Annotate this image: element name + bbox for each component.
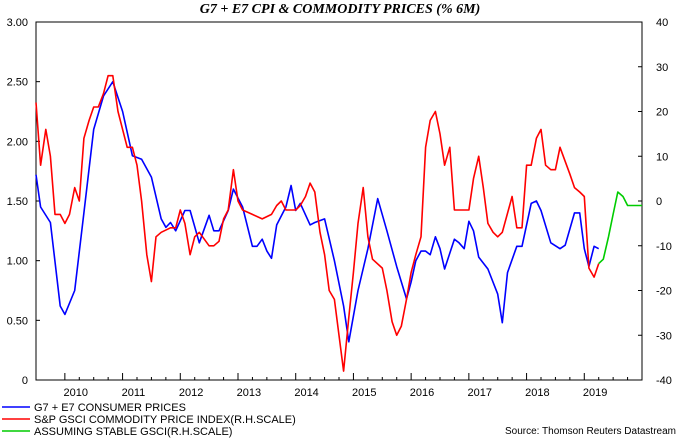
left-tick-label: 0.50	[7, 315, 28, 327]
x-tick-label: 2014	[294, 387, 318, 399]
left-tick-label: 2.50	[7, 77, 28, 89]
left-tick-label: 1.50	[7, 196, 28, 208]
left-tick-label: 1.00	[7, 256, 28, 268]
right-tick-label: -20	[656, 286, 672, 298]
legend-label: S&P GSCI COMMODITY PRICE INDEX(R.H.SCALE…	[34, 414, 296, 426]
left-tick-label: 2.00	[7, 136, 28, 148]
tick-labels: 3.002.502.001.501.000.500403020100-10-20…	[7, 17, 672, 399]
right-tick-label: -10	[656, 241, 672, 253]
right-tick-label: 0	[656, 196, 662, 208]
x-tick-label: 2013	[237, 387, 261, 399]
series-lines	[35, 74, 642, 372]
series-line-g7-e7-consumer-prices	[35, 80, 600, 343]
x-tick-label: 2018	[525, 387, 549, 399]
axes	[35, 21, 643, 381]
source-label: Source: Thomson Reuters Datastream	[505, 426, 676, 437]
x-tick-label: 2019	[583, 387, 607, 399]
right-tick-label: 10	[656, 151, 668, 163]
right-tick-label: -30	[656, 330, 672, 342]
right-tick-label: 40	[656, 17, 668, 29]
x-tick-label: 2010	[63, 387, 87, 399]
legend-label: ASSUMING STABLE GSCI(R.H.SCALE)	[34, 426, 232, 438]
legend-label: G7 + E7 CONSUMER PRICES	[34, 402, 186, 414]
x-tick-label: 2017	[467, 387, 491, 399]
left-tick-label: 3.00	[7, 17, 28, 29]
chart-title: G7 + E7 CPI & COMMODITY PRICES (% 6M)	[199, 2, 481, 17]
right-tick-label: -40	[656, 375, 672, 387]
right-tick-label: 20	[656, 107, 668, 119]
x-tick-label: 2015	[352, 387, 376, 399]
plot-frame	[35, 21, 643, 381]
x-tick-label: 2016	[410, 387, 434, 399]
series-line-s-p-gsci-commodity-price-index-r-h-scale	[35, 74, 600, 372]
x-tick-label: 2012	[179, 387, 203, 399]
x-tick-label: 2011	[122, 387, 146, 399]
left-tick-label: 0	[22, 375, 28, 387]
series-line-assuming-stable-gsci-r-h-scale	[598, 191, 642, 265]
right-tick-label: 30	[656, 62, 668, 74]
